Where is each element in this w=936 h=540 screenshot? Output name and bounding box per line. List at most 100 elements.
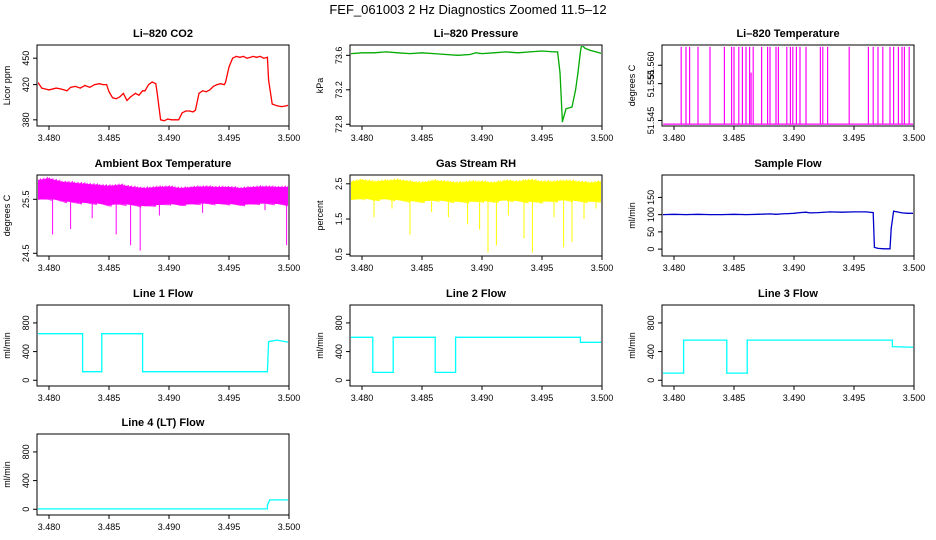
li-820-co2-point bbox=[122, 92, 124, 94]
line-2-flow-point bbox=[455, 371, 457, 373]
sample-flow-ylabel: ml/min bbox=[627, 202, 637, 229]
line-2-flow-point bbox=[579, 336, 582, 338]
li-820-pressure-point bbox=[469, 53, 471, 56]
li-820-pressure-frame bbox=[349, 44, 603, 127]
li-820-temperature-title: Li–820 Temperature bbox=[736, 28, 839, 40]
gas-stream-rh-frame bbox=[349, 174, 603, 257]
gas-stream-rh-xtick-label: 3.500 bbox=[591, 263, 614, 273]
li-820-co2-point bbox=[205, 91, 207, 93]
li-820-co2-ytick-label: 420 bbox=[21, 77, 31, 92]
line-2-flow-point bbox=[392, 336, 394, 338]
li-820-pressure-panel: Li–820 Pressure kPa 3.480 3.485 3.490 3.495 3.… bbox=[315, 28, 613, 143]
li-820-temperature-panel: Li–820 Temperature degrees C 3.480 3.485 3.4… bbox=[627, 28, 925, 143]
sample-flow-xtick-label: 3.495 bbox=[843, 263, 866, 273]
li-820-co2-xtick-label: 3.490 bbox=[158, 133, 181, 143]
li-820-temperature-plot-area bbox=[663, 46, 913, 125]
li-820-pressure-point bbox=[571, 106, 573, 108]
figure-title: FEF_061003 2 Hz Diagnostics Zoomed 11.5–… bbox=[329, 2, 606, 17]
line-3-flow-point bbox=[746, 372, 748, 374]
sample-flow-frame bbox=[661, 174, 915, 257]
ambient-box-temperature-ytick-label: 25.5 bbox=[21, 191, 31, 209]
sample-flow-xtick-label: 3.485 bbox=[723, 263, 746, 273]
sample-flow-ytick-label: 50 bbox=[646, 227, 656, 237]
li-820-co2-point bbox=[223, 84, 225, 86]
li-820-pressure-point bbox=[529, 51, 531, 53]
li-820-co2-point bbox=[235, 55, 237, 58]
li-820-co2-point bbox=[151, 81, 153, 83]
sample-flow-panel: Sample Flow ml/min 3.480 3.485 3.490 3.495 3.5… bbox=[627, 158, 925, 273]
li-820-pressure-point bbox=[579, 51, 582, 53]
li-820-pressure-xtick-label: 3.495 bbox=[531, 133, 554, 143]
line-2-flow-title: Line 2 Flow bbox=[446, 288, 506, 300]
line-1-flow-ytick-label: 400 bbox=[21, 344, 31, 359]
line-4-lt-flow-xtick-label: 3.480 bbox=[38, 522, 61, 532]
line-1-flow-point bbox=[101, 333, 103, 335]
line-3-flow-point bbox=[891, 346, 894, 348]
sample-flow-point bbox=[889, 248, 891, 250]
li-820-co2-title: Li–820 CO2 bbox=[133, 28, 193, 40]
line-2-flow-point bbox=[372, 371, 374, 373]
li-820-co2-point bbox=[224, 82, 226, 84]
li-820-co2-point bbox=[112, 97, 114, 99]
li-820-pressure-point bbox=[493, 52, 495, 54]
li-820-pressure-point bbox=[421, 52, 423, 54]
line-4-lt-flow-point bbox=[266, 508, 268, 510]
li-820-pressure-point bbox=[563, 116, 565, 118]
li-820-pressure-point bbox=[433, 53, 435, 55]
li-820-co2-point bbox=[209, 89, 211, 91]
li-820-co2-point bbox=[155, 83, 157, 85]
li-820-pressure-point bbox=[361, 52, 363, 54]
ambient-box-temperature-plot-area bbox=[38, 176, 288, 251]
line-3-flow-point bbox=[891, 339, 894, 341]
sample-flow-point bbox=[663, 214, 664, 216]
sample-flow-point bbox=[907, 212, 909, 214]
line-1-flow-point bbox=[38, 333, 39, 335]
line-2-flow-ylabel: ml/min bbox=[315, 332, 325, 359]
li-820-pressure-title: Li–820 Pressure bbox=[434, 28, 518, 40]
sample-flow-point bbox=[865, 211, 867, 213]
sample-flow-point bbox=[799, 212, 801, 214]
line-1-flow-point bbox=[142, 333, 144, 335]
li-820-pressure-point bbox=[385, 51, 387, 53]
sample-flow-point bbox=[877, 247, 879, 249]
line-1-flow-frame bbox=[36, 304, 290, 387]
li-820-co2-point bbox=[212, 85, 214, 87]
li-820-co2-point bbox=[228, 66, 230, 68]
line-4-lt-flow-plot-area bbox=[38, 499, 288, 510]
li-820-co2-point bbox=[286, 105, 288, 107]
li-820-pressure-point bbox=[409, 53, 411, 55]
line-2-flow-series-line bbox=[351, 336, 601, 374]
line-3-flow-ytick-label: 0 bbox=[646, 378, 656, 383]
li-820-co2-point bbox=[84, 84, 86, 87]
ambient-box-temperature-title: Ambient Box Temperature bbox=[95, 158, 232, 170]
line-1-flow-xtick-label: 3.490 bbox=[158, 393, 181, 403]
li-820-co2-point bbox=[60, 88, 62, 90]
line-3-flow-xtick-label: 3.490 bbox=[783, 393, 806, 403]
line-1-flow-xtick-label: 3.480 bbox=[38, 393, 61, 403]
line-2-flow-point bbox=[455, 336, 457, 338]
line-3-flow-point bbox=[683, 339, 685, 341]
ambient-box-temperature-xtick-label: 3.500 bbox=[278, 263, 301, 273]
li-820-co2-point bbox=[94, 84, 96, 86]
sample-flow-point bbox=[883, 248, 885, 250]
li-820-pressure-point bbox=[559, 72, 561, 74]
li-820-co2-ytick-label: 450 bbox=[21, 51, 31, 66]
ambient-box-temperature-xtick-label: 3.485 bbox=[98, 263, 121, 273]
li-820-co2-point bbox=[281, 106, 283, 108]
ambient-box-temperature-panel: Ambient Box Temperature degrees C 3.480 3.4… bbox=[2, 158, 300, 273]
li-820-co2-point bbox=[170, 119, 172, 121]
li-820-pressure-point bbox=[373, 52, 375, 54]
line-2-flow-frame bbox=[349, 304, 603, 387]
li-820-pressure-point bbox=[584, 47, 586, 50]
sample-flow-point bbox=[673, 213, 675, 215]
li-820-pressure-point bbox=[517, 52, 519, 54]
li-820-co2-point bbox=[138, 94, 140, 96]
ambient-box-temperature-xtick-label: 3.480 bbox=[38, 263, 61, 273]
li-820-pressure-point bbox=[575, 89, 577, 91]
li-820-pressure-point bbox=[445, 53, 447, 56]
line-2-flow-ytick-label: 0 bbox=[334, 378, 344, 383]
li-820-temperature-frame bbox=[661, 44, 915, 127]
li-820-co2-point bbox=[220, 83, 222, 85]
li-820-pressure-ytick-label: 72.8 bbox=[334, 116, 344, 134]
line-1-flow-point bbox=[82, 371, 84, 373]
